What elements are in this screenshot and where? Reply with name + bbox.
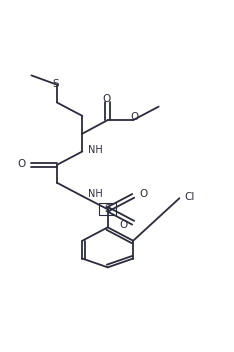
Text: O: O: [139, 189, 147, 199]
Text: Cl: Cl: [184, 192, 194, 202]
Text: S: S: [104, 204, 111, 214]
Text: O: O: [119, 220, 127, 230]
FancyBboxPatch shape: [99, 203, 116, 215]
Text: O: O: [102, 94, 111, 103]
Text: O: O: [17, 159, 26, 169]
Text: NH: NH: [88, 145, 103, 155]
Text: O: O: [130, 112, 139, 121]
Text: S: S: [52, 78, 59, 88]
Text: NH: NH: [88, 189, 103, 199]
